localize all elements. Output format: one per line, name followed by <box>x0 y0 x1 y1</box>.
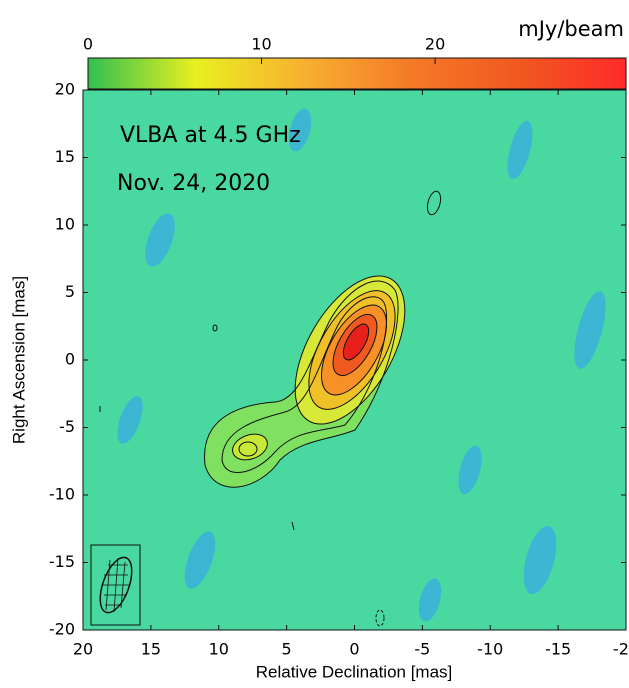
x-tick-label: -15 <box>545 640 571 659</box>
colorbar <box>87 57 627 90</box>
x-tick-label: 5 <box>282 640 292 659</box>
y-tick-label: 0 <box>65 350 75 369</box>
radio-image <box>83 90 626 630</box>
x-tick-label: 0 <box>349 640 359 659</box>
x-tick-label: 15 <box>141 640 161 659</box>
x-tick-label: -10 <box>477 640 503 659</box>
y-tick-label: 5 <box>65 282 75 301</box>
y-tick-label: 15 <box>55 147 75 166</box>
annotation: VLBA at 4.5 GHz <box>120 123 301 148</box>
y-tick-label: -5 <box>59 417 75 436</box>
x-tick-label: -20 <box>613 640 629 659</box>
y-tick-label: -10 <box>49 485 75 504</box>
colorbar-tick-label: 20 <box>425 35 445 54</box>
x-tick-label: 10 <box>209 640 229 659</box>
beam <box>90 544 141 626</box>
source-emission <box>204 275 405 488</box>
colorbar-tick-label: 0 <box>83 35 93 54</box>
y-tick-label: 10 <box>55 215 75 234</box>
colorbar-label: mJy/beam <box>518 17 624 41</box>
annotation: Nov. 24, 2020 <box>117 171 270 196</box>
x-tick-label: -5 <box>414 640 430 659</box>
contours <box>99 190 442 627</box>
y-axis-label: Right Ascension [mas] <box>9 276 28 444</box>
noise-blobs <box>117 108 606 622</box>
y-tick-label: -20 <box>49 620 75 639</box>
x-tick-label: 20 <box>73 640 93 659</box>
y-tick-label: -15 <box>49 552 75 571</box>
y-tick-label: 20 <box>55 80 75 99</box>
colorbar-tick-label: 10 <box>251 35 271 54</box>
x-axis-label: Relative Declination [mas] <box>256 662 453 681</box>
